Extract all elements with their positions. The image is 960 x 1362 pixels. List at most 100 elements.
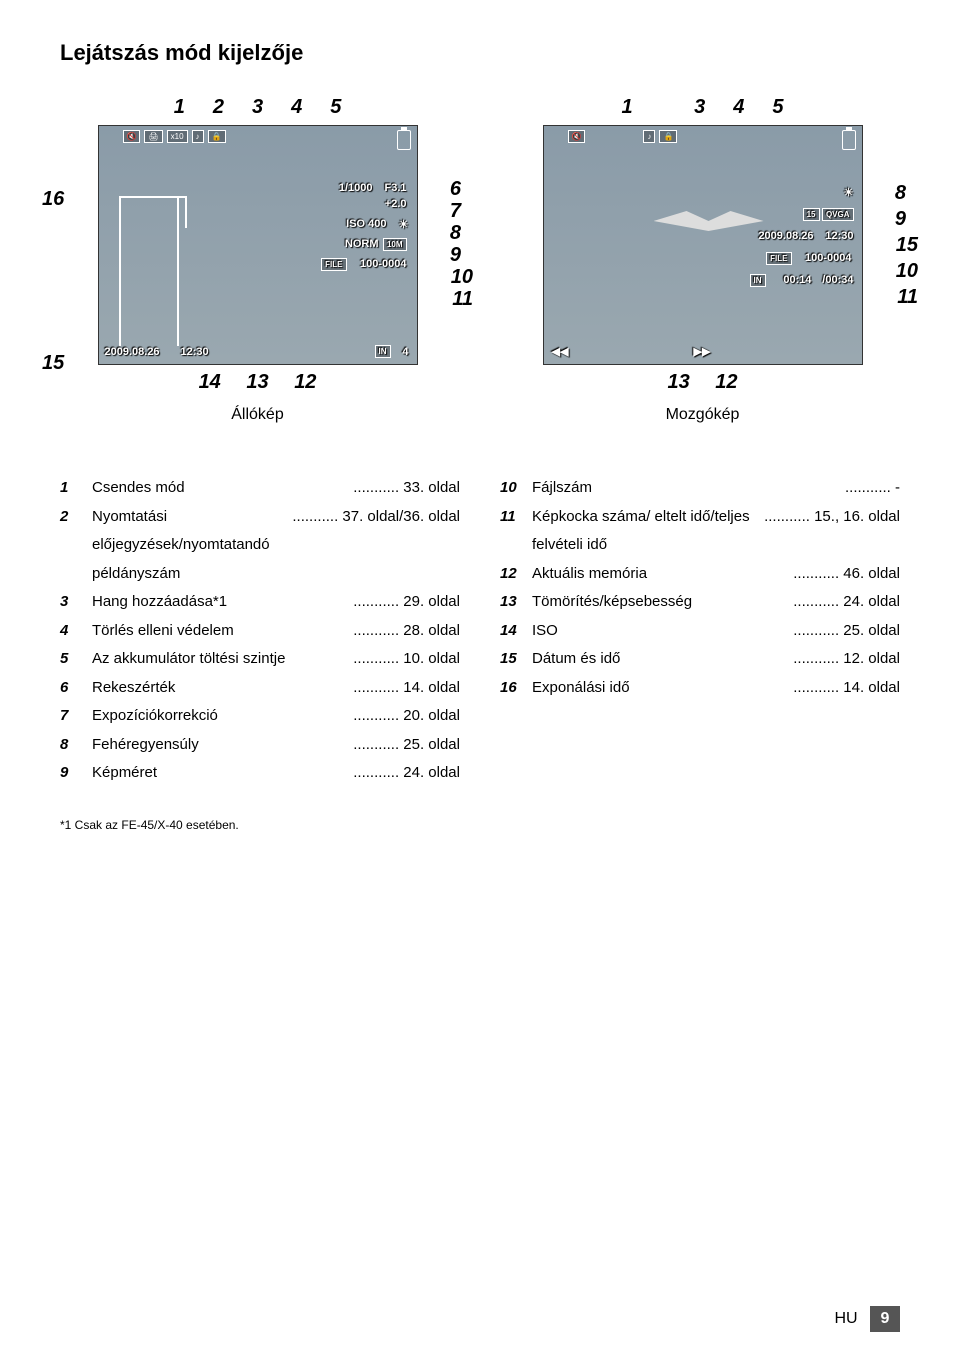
x10-badge: x10 [167,130,188,143]
callout-num: 10 [896,260,918,283]
callout-num: 12 [294,371,316,393]
elapsed-osd: 00:14 [783,274,811,286]
legend-text: Expozíciókorrekció [92,702,353,731]
callout-num: 9 [895,208,906,231]
legend-page: ........... 14. oldal [353,674,460,703]
legend-num: 16 [500,674,532,703]
legend-num: 3 [60,588,92,617]
legend-item: 11Képkocka száma/ eltelt idő/teljes felv… [500,503,900,560]
callout-num: 13 [246,371,268,393]
play-icon: ▶▶ [694,345,711,358]
callout-num: 13 [667,371,689,393]
legend-page: ........... 24. oldal [353,759,460,788]
legend-num: 14 [500,617,532,646]
legend-text: Törlés elleni védelem [92,617,353,646]
total-osd: /00:34 [822,274,853,286]
legend-page: ........... 46. oldal [793,560,900,589]
legend-page: ........... 33. oldal [353,474,460,503]
callout-num: 2 [213,96,224,119]
legend-item: 3Hang hozzáadása*1 ........... 29. oldal [60,588,460,617]
callout-num: 15 [42,352,64,375]
protect-icon: 🔒 [659,130,677,143]
legend-item: 9Képméret ........... 24. oldal [60,759,460,788]
legend-page: ........... 29. oldal [353,588,460,617]
legend-item: 6Rekeszérték ........... 14. oldal [60,674,460,703]
legend-text: Dátum és idő [532,645,793,674]
footer-lang: HU [834,1310,857,1327]
in-osd: IN [375,345,391,358]
callout-num: 12 [715,371,737,393]
callout-num: 3 [252,96,263,119]
legend-num: 9 [60,759,92,788]
protect-icon: 🔒 [208,130,226,143]
count-osd: 4 [402,346,408,358]
mute-icon: 🔇 [568,130,586,143]
callout-num: 4 [291,96,302,119]
callout-num: 8 [895,182,906,205]
fps-osd: 15 [803,208,820,221]
legend-item: 10Fájlszám ........... - [500,474,900,503]
legend-item: 5Az akkumulátor töltési szintje ........… [60,645,460,674]
callout-num: 5 [330,96,341,119]
audio-icon: ♪ [643,130,655,143]
callout-num: 11 [897,286,918,309]
movie-top-numbers: 1 . 3 4 5 [505,96,900,119]
callout-num: 14 [199,371,221,393]
callout-num: 8 [450,222,461,245]
mute-icon: 🔇 [123,130,141,143]
legend-num: 5 [60,645,92,674]
legend: 1Csendes mód ........... 33. oldal2Nyomt… [60,474,900,788]
legend-page: ........... - [845,474,900,503]
legend-num: 12 [500,560,532,589]
exp-osd: +2.0 [385,198,407,210]
legend-page: ........... 15., 16. oldal [764,503,900,532]
still-screen: 🔇 🖨 x10 ♪ 🔒 1/1000 F3.1 +2.0 ISO 400 ☀ N… [98,125,418,365]
callout-num: 11 [452,288,473,311]
legend-item: 14ISO ........... 25. oldal [500,617,900,646]
icon-strip: 🔇 🖨 x10 ♪ 🔒 [123,130,226,143]
legend-page: ........... 25. oldal [793,617,900,646]
legend-item: 4Törlés elleni védelem ........... 28. o… [60,617,460,646]
legend-num: 4 [60,617,92,646]
legend-num: 6 [60,674,92,703]
legend-page: ........... 14. oldal [793,674,900,703]
displays-row: 1 2 3 4 5 16 15 6 7 8 9 10 11 🔇 🖨 x10 ♪ … [60,96,900,424]
legend-text: ISO [532,617,793,646]
callout-num: 4 [733,96,744,119]
callout-num: 16 [42,188,64,211]
legend-text: Hang hozzáadása*1 [92,588,353,617]
movie-display-block: 1 . 3 4 5 8 9 15 10 11 🔇 ♪ 🔒 ☀ 15 QVGA 2… [505,96,900,424]
legend-text: Exponálási idő [532,674,793,703]
page-title: Lejátszás mód kijelzője [60,40,900,66]
file-label: FILE [766,252,791,265]
legend-page: ........... 24. oldal [793,588,900,617]
wb-icon: ☀ [844,186,854,199]
file-osd: 100-0004 [360,258,407,270]
still-top-numbers: 1 2 3 4 5 [60,96,455,119]
legend-num: 11 [500,503,532,532]
time-osd: 12:30 [181,346,209,358]
date-osd: 2009.08.26 [105,346,160,358]
size-osd: 10M [383,238,407,251]
callout-num: 3 [694,96,705,119]
legend-num: 8 [60,731,92,760]
legend-item: 16Exponálási idő ........... 14. oldal [500,674,900,703]
file-label: FILE [321,258,346,271]
battery-icon [397,130,411,150]
legend-item: 8Fehéregyensúly ........... 25. oldal [60,731,460,760]
legend-item: 2Nyomtatási előjegyzések/nyomtatandó pél… [60,503,460,589]
callout-num: 7 [450,200,461,223]
legend-page: ........... 12. oldal [793,645,900,674]
file-osd: 100-0004 [805,252,852,264]
legend-text: Aktuális memória [532,560,793,589]
legend-num: 13 [500,588,532,617]
legend-item: 15Dátum és idő ........... 12. oldal [500,645,900,674]
callout-num: 6 [450,178,461,201]
rewind-icon: ◀◀ [552,345,569,358]
movie-bottom-numbers: 13 12 [505,371,900,394]
battery-icon [842,130,856,150]
legend-page: ........... 10. oldal [353,645,460,674]
callout-num: 5 [772,96,783,119]
norm-osd: NORM [345,238,379,250]
icon-strip: 🔇 ♪ 🔒 [568,130,678,143]
